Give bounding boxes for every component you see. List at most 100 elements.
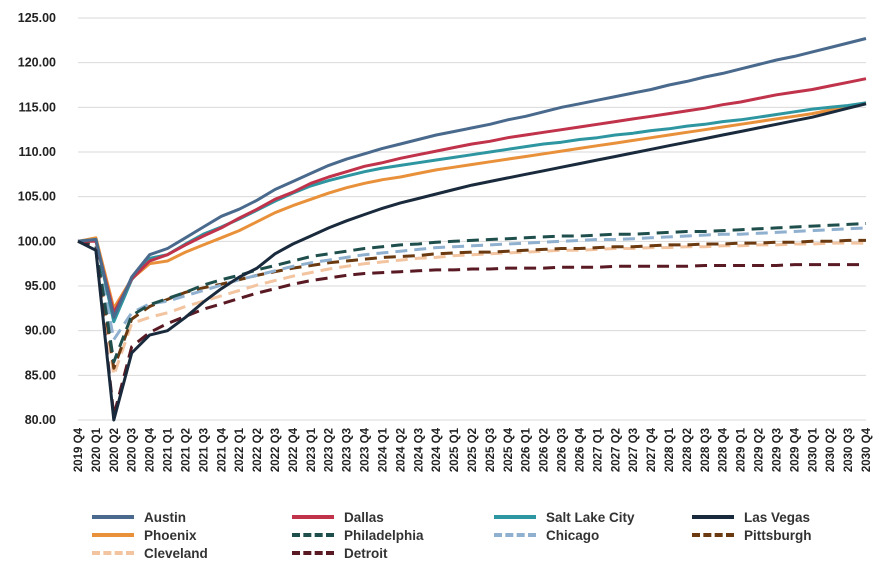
legend-swatch — [92, 533, 134, 537]
legend-label: Salt Lake City — [546, 509, 635, 525]
legend-item: Philadelphia — [292, 526, 424, 544]
legend-item: Cleveland — [92, 544, 208, 562]
x-tick-label: 2023 Q3 — [342, 428, 354, 472]
x-tick-label: 2028 Q4 — [718, 427, 730, 472]
x-tick-label: 2024 Q4 — [431, 427, 443, 472]
series-line-detroit — [77, 239, 866, 417]
series-line-dallas — [78, 77, 867, 315]
x-tick-label: 2024 Q2 — [395, 428, 407, 472]
x-tick-label: 2023 Q2 — [324, 428, 336, 472]
legend: Austin Dallas Salt Lake City Las Vegas Phoen… — [92, 508, 882, 568]
y-tick-label: 120.00 — [18, 56, 56, 70]
x-tick-label: 2025 Q1 — [449, 427, 461, 472]
x-tick-label: 2029 Q2 — [754, 428, 766, 472]
legend-swatch — [494, 533, 536, 537]
line-chart: 80.00 85.00 90.00 95.00 100.00 105.00 110.00 11… — [18, 11, 873, 472]
x-tick-label: 2024 Q1 — [377, 427, 389, 472]
legend-label: Dallas — [344, 509, 384, 525]
x-tick-label: 2020 Q3 — [127, 428, 139, 472]
legend-swatch — [292, 551, 334, 555]
x-tick-label: 2022 Q1 — [234, 427, 246, 472]
legend-label: Las Vegas — [744, 509, 811, 525]
x-tick-label: 2026 Q2 — [539, 428, 551, 472]
legend-label: Pittsburgh — [744, 527, 812, 543]
series-lines — [77, 37, 867, 422]
legend-item: Pittsburgh — [692, 526, 812, 544]
x-tick-label: 2026 Q1 — [521, 427, 533, 472]
y-axis-tick-labels: 80.00 85.00 90.00 95.00 100.00 105.00 110.00 11… — [18, 11, 56, 427]
x-tick-label: 2029 Q1 — [736, 427, 748, 472]
legend-label: Cleveland — [144, 545, 208, 561]
x-tick-label: 2019 Q4 — [73, 427, 85, 472]
x-tick-label: 2030 Q1 — [807, 427, 819, 472]
y-tick-label: 125.00 — [18, 11, 56, 25]
x-tick-label: 2025 Q3 — [485, 428, 497, 472]
legend-swatch — [292, 515, 334, 519]
x-tick-label: 2022 Q4 — [288, 427, 300, 472]
x-tick-label: 2024 Q3 — [413, 428, 425, 472]
legend-swatch — [494, 515, 536, 519]
legend-label: Austin — [144, 509, 186, 525]
x-tick-label: 2030 Q3 — [843, 428, 855, 472]
y-tick-label: 90.00 — [25, 324, 56, 338]
y-tick-label: 95.00 — [25, 279, 56, 293]
x-tick-label: 2021 Q1 — [163, 427, 175, 472]
x-tick-label: 2023 Q4 — [360, 427, 372, 472]
x-tick-label: 2021 Q4 — [216, 427, 228, 472]
legend-item: Phoenix — [92, 526, 197, 544]
legend-swatch — [692, 533, 734, 537]
y-tick-label: 80.00 — [25, 413, 56, 427]
x-tick-label: 2028 Q3 — [700, 428, 712, 472]
series-line-pittsburgh — [77, 238, 866, 370]
x-tick-label: 2028 Q2 — [682, 428, 694, 472]
legend-swatch — [292, 533, 334, 537]
legend-label: Detroit — [344, 545, 388, 561]
legend-item: Dallas — [292, 508, 384, 526]
legend-swatch — [692, 515, 734, 519]
y-tick-label: 110.00 — [18, 145, 56, 159]
legend-swatch — [92, 515, 134, 519]
x-axis-tick-labels: 2019 Q4 2020 Q1 2020 Q2 2020 Q3 2020 Q4 2021 … — [73, 427, 873, 472]
x-tick-label: 2027 Q4 — [646, 427, 658, 472]
legend-item: Las Vegas — [692, 508, 810, 526]
x-tick-label: 2020 Q4 — [145, 427, 157, 472]
x-tick-label: 2021 Q2 — [180, 428, 192, 472]
x-tick-label: 2027 Q2 — [610, 428, 622, 472]
series-line-phoenix — [77, 101, 867, 310]
x-tick-label: 2027 Q1 — [592, 427, 604, 472]
x-tick-label: 2027 Q3 — [628, 428, 640, 472]
series-line-cleveland — [77, 239, 866, 377]
x-tick-label: 2028 Q1 — [664, 427, 676, 472]
series-line-chicago — [77, 226, 867, 342]
y-tick-label: 105.00 — [18, 190, 56, 204]
y-tick-label: 115.00 — [18, 100, 56, 114]
series-line-austin — [77, 37, 867, 319]
legend-item: Detroit — [292, 544, 388, 562]
x-tick-label: 2030 Q4 — [861, 427, 873, 472]
x-tick-label: 2023 Q1 — [306, 427, 318, 472]
x-tick-label: 2026 Q4 — [574, 427, 586, 472]
x-tick-label: 2020 Q1 — [91, 427, 103, 472]
legend-label: Philadelphia — [344, 527, 424, 543]
x-tick-label: 2029 Q3 — [771, 428, 783, 472]
x-tick-label: 2022 Q2 — [252, 428, 264, 472]
x-tick-label: 2026 Q3 — [557, 428, 569, 472]
x-tick-label: 2030 Q2 — [825, 428, 837, 472]
x-tick-label: 2029 Q4 — [789, 427, 801, 472]
y-tick-label: 85.00 — [25, 368, 56, 382]
x-tick-label: 2020 Q2 — [109, 428, 121, 472]
x-tick-label: 2025 Q2 — [467, 428, 479, 472]
legend-swatch — [92, 551, 134, 555]
x-tick-label: 2022 Q3 — [270, 428, 282, 472]
y-tick-label: 100.00 — [18, 234, 56, 248]
series-line-philadelphia — [77, 222, 867, 364]
legend-label: Phoenix — [144, 527, 197, 543]
gridlines — [78, 17, 866, 421]
x-tick-label: 2021 Q3 — [198, 428, 210, 472]
legend-item: Chicago — [494, 526, 599, 544]
x-tick-label: 2025 Q4 — [503, 427, 515, 472]
legend-item: Salt Lake City — [494, 508, 635, 526]
series-line-las-vegas — [77, 102, 867, 422]
legend-item: Austin — [92, 508, 186, 526]
legend-label: Chicago — [546, 527, 600, 543]
